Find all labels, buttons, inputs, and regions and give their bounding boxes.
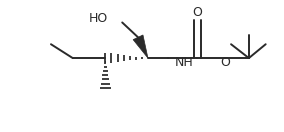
Text: O: O [193,6,202,19]
Polygon shape [133,35,148,58]
Text: HO: HO [89,12,108,25]
Text: NH: NH [175,56,193,69]
Text: O: O [220,56,230,69]
